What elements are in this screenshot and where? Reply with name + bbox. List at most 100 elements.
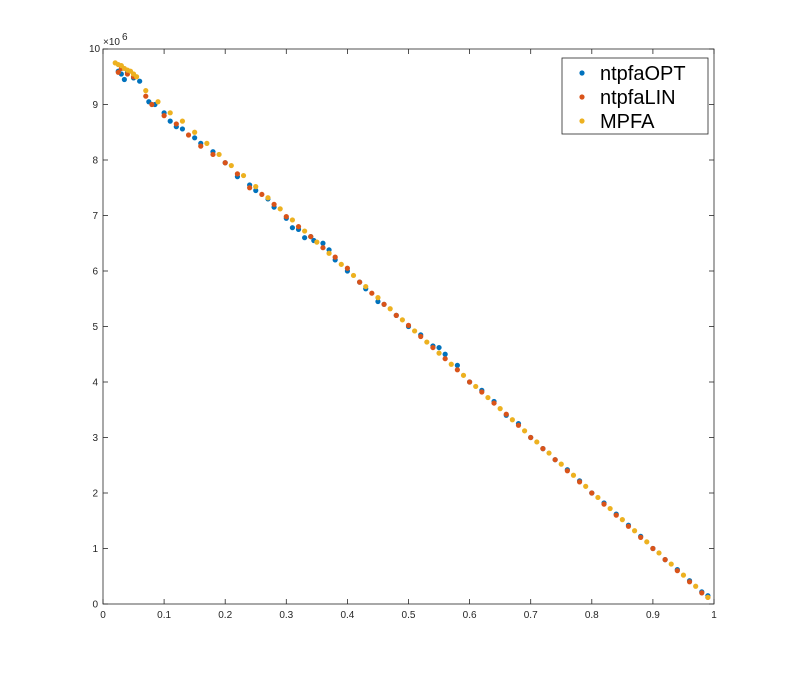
data-point-MPFA	[680, 572, 687, 578]
x-tick-label: 0.2	[218, 610, 232, 621]
data-point-ntpfaLIN	[332, 254, 338, 260]
y-tick-label: 9	[92, 100, 98, 111]
series-MPFA	[112, 60, 711, 600]
data-point-MPFA	[705, 594, 711, 600]
data-point-MPFA	[558, 461, 564, 467]
data-point-MPFA	[289, 217, 296, 223]
data-point-MPFA	[509, 417, 515, 423]
data-point-ntpfaLIN	[454, 367, 460, 373]
data-point-ntpfaLIN	[381, 301, 387, 307]
x-tick-label: 0.7	[524, 610, 538, 621]
data-point-ntpfaLIN	[271, 201, 277, 207]
data-point-ntpfaLIN	[149, 101, 155, 108]
data-point-MPFA	[350, 272, 357, 279]
data-point-ntpfaOPT	[454, 362, 460, 368]
data-point-MPFA	[619, 517, 625, 523]
data-point-MPFA	[204, 140, 210, 146]
y-tick-label: 1	[92, 544, 98, 555]
y-exponent-label: ×10	[103, 37, 120, 48]
data-point-ntpfaOPT	[302, 235, 308, 241]
data-point-ntpfaLIN	[308, 233, 314, 240]
data-point-ntpfaLIN	[185, 132, 192, 138]
data-point-ntpfaLIN	[198, 143, 204, 149]
data-point-ntpfaLIN	[115, 69, 121, 75]
data-point-MPFA	[607, 505, 613, 512]
y-tick-label: 4	[92, 378, 98, 389]
data-point-ntpfaLIN	[442, 356, 448, 362]
legend-marker-ntpfaOPT	[579, 70, 585, 76]
data-point-MPFA	[326, 250, 332, 256]
data-point-ntpfaLIN	[357, 279, 363, 285]
data-point-ntpfaLIN	[320, 245, 326, 251]
ticks-layer: 0 0.1 0.2 0.3 0.4 0.5 0.6 0.7 0.8 0.9 101234567891…	[89, 44, 717, 621]
data-point-ntpfaLIN	[173, 121, 179, 127]
data-point-ntpfaLIN	[564, 468, 570, 474]
data-point-MPFA	[216, 151, 222, 158]
data-point-ntpfaLIN	[552, 457, 558, 463]
data-point-MPFA	[644, 539, 650, 545]
data-point-ntpfaLIN	[247, 185, 253, 191]
data-point-MPFA	[460, 372, 467, 378]
data-point-MPFA	[693, 583, 699, 589]
data-point-ntpfaLIN	[479, 389, 485, 395]
data-point-ntpfaLIN	[295, 224, 302, 230]
data-point-MPFA	[387, 306, 393, 312]
data-point-MPFA	[583, 483, 589, 489]
data-point-ntpfaLIN	[393, 312, 399, 318]
x-tick-label: 0.5	[402, 610, 416, 621]
data-point-MPFA	[155, 99, 161, 105]
x-tick-label: 1	[711, 610, 717, 621]
y-tick-label: 7	[92, 211, 98, 222]
legend[interactable]: ntpfaOPT ntpfaLIN MPFA	[561, 57, 709, 135]
data-point-MPFA	[668, 561, 674, 567]
data-point-ntpfaLIN	[650, 545, 656, 552]
data-point-ntpfaOPT	[167, 118, 173, 124]
y-tick-label: 8	[92, 156, 98, 167]
y-tick-label: 3	[92, 433, 98, 444]
data-point-ntpfaLIN	[430, 344, 436, 351]
data-point-ntpfaOPT	[375, 298, 381, 305]
data-point-ntpfaLIN	[515, 422, 522, 428]
legend-marker-MPFA	[579, 118, 585, 124]
data-point-ntpfaLIN	[344, 265, 350, 271]
data-point-MPFA	[134, 74, 140, 80]
data-point-MPFA	[253, 184, 259, 190]
data-point-MPFA	[240, 172, 247, 179]
data-point-ntpfaLIN	[234, 171, 241, 177]
x-tick-label: 0.4	[340, 610, 354, 621]
legend-marker-ntpfaLIN	[579, 94, 585, 100]
data-point-ntpfaLIN	[161, 113, 167, 119]
data-point-MPFA	[546, 450, 552, 456]
data-point-MPFA	[265, 195, 271, 201]
data-point-ntpfaLIN	[210, 151, 216, 158]
data-point-ntpfaLIN	[405, 322, 412, 328]
y-tick-label: 6	[92, 267, 98, 278]
x-tick-label: 0.8	[585, 610, 599, 621]
x-tick-label: 0.6	[463, 610, 477, 621]
data-point-MPFA	[412, 328, 418, 334]
data-point-MPFA	[570, 472, 577, 478]
data-point-ntpfaOPT	[436, 344, 442, 351]
data-point-ntpfaLIN	[528, 434, 534, 441]
data-point-ntpfaLIN	[589, 490, 595, 496]
x-tick-label: 0.3	[279, 610, 293, 621]
data-point-MPFA	[228, 162, 234, 169]
data-point-ntpfaLIN	[143, 93, 149, 99]
data-point-MPFA	[399, 317, 405, 323]
data-point-MPFA	[302, 228, 308, 234]
data-point-MPFA	[631, 528, 638, 534]
x-tick-label: 0.9	[646, 610, 660, 621]
data-point-MPFA	[375, 295, 381, 301]
data-point-ntpfaOPT	[442, 351, 448, 357]
data-point-ntpfaLIN	[638, 534, 644, 541]
data-point-ntpfaLIN	[699, 590, 705, 596]
data-point-ntpfaOPT	[137, 78, 143, 84]
data-point-MPFA	[277, 206, 283, 212]
data-point-MPFA	[192, 129, 198, 135]
data-point-MPFA	[424, 339, 430, 345]
data-point-ntpfaOPT	[320, 240, 326, 246]
data-point-ntpfaLIN	[503, 411, 509, 417]
legend-box	[561, 57, 709, 135]
data-point-ntpfaLIN	[369, 290, 375, 296]
